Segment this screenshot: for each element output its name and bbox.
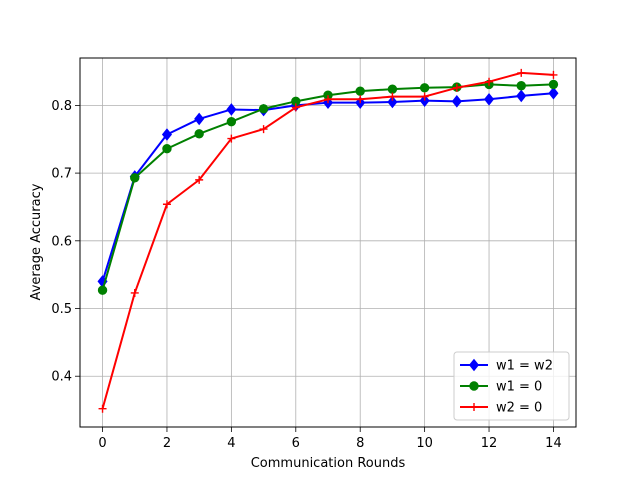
data-point-plus-marker <box>130 288 139 297</box>
plot-frame <box>79 57 577 428</box>
data-point-plus-marker <box>291 103 300 112</box>
series-3 <box>98 68 558 413</box>
data-point-plus-marker <box>162 200 171 209</box>
data-point-plus-marker <box>356 95 365 104</box>
data-point-diamond-marker <box>548 86 559 100</box>
data-point-circle-marker <box>355 86 365 96</box>
legend-label: w2 = 0 <box>496 401 542 416</box>
x-tick-label: 4 <box>227 436 235 451</box>
data-point-plus-marker <box>98 404 107 413</box>
data-point-diamond-marker <box>516 89 527 103</box>
data-point-plus-marker <box>324 95 332 104</box>
data-point-circle-marker <box>548 79 559 90</box>
data-point-circle-marker <box>162 144 172 154</box>
legend-diamond-marker <box>468 358 480 372</box>
data-point-plus-marker <box>227 134 236 143</box>
x-tick-label: 0 <box>98 436 106 451</box>
y-axis-label: Average Accuracy <box>29 183 44 300</box>
data-point-circle-marker <box>258 104 269 114</box>
legend-label: w1 = 0 <box>496 380 542 395</box>
data-point-diamond-marker <box>483 93 495 106</box>
data-point-circle-marker <box>194 129 204 139</box>
y-tick-label: 0.8 <box>51 99 72 114</box>
data-point-plus-marker <box>388 92 397 101</box>
data-point-circle-marker <box>387 84 398 94</box>
x-tick-label: 14 <box>545 436 562 451</box>
legend: w1 = w2 w1 = 0 w2 = 0 <box>453 351 570 421</box>
x-tick-label: 10 <box>416 436 433 451</box>
x-tick-label: 2 <box>163 436 171 451</box>
x-tick-label: 8 <box>356 436 364 451</box>
series-layer <box>97 68 559 413</box>
data-point-diamond-marker <box>451 95 462 108</box>
x-tick-label: 12 <box>481 436 498 451</box>
data-point-circle-marker <box>419 83 430 93</box>
data-point-plus-marker <box>420 92 429 101</box>
data-point-diamond-marker <box>387 95 398 109</box>
legend-plus-marker <box>470 403 478 411</box>
data-point-plus-marker <box>195 175 204 184</box>
y-tick-label: 0.7 <box>51 167 72 182</box>
x-tick-label: 6 <box>292 436 300 451</box>
y-tick-label: 0.6 <box>51 234 72 249</box>
data-point-plus-marker <box>452 83 461 92</box>
data-point-diamond-marker <box>419 94 430 107</box>
x-axis-label: Communication Rounds <box>251 456 406 471</box>
legend-label: w1 = w2 <box>496 359 553 374</box>
legend-item: w1 = 0 <box>460 380 542 395</box>
data-point-plus-marker <box>259 125 268 134</box>
legend-item: w2 = 0 <box>460 401 542 416</box>
y-tick-label: 0.4 <box>51 370 72 385</box>
y-tick-label: 0.5 <box>51 302 72 317</box>
data-point-diamond-marker <box>194 112 205 126</box>
legend-item: w1 = w2 <box>460 359 553 374</box>
data-point-circle-marker <box>130 173 140 183</box>
y-axis-ticks: 0.4 0.5 0.6 0.7 0.8 <box>51 99 80 385</box>
data-point-circle-marker <box>226 116 237 127</box>
data-point-diamond-marker <box>226 103 237 116</box>
legend-circle-marker <box>469 381 479 391</box>
data-point-circle-marker <box>516 81 526 91</box>
data-point-diamond-marker <box>161 128 173 141</box>
x-axis-ticks: 0 2 4 6 8 10 12 14 <box>98 427 562 451</box>
data-point-plus-marker <box>517 68 526 77</box>
data-point-circle-marker <box>97 285 108 295</box>
data-point-plus-marker <box>549 70 558 79</box>
legend-box <box>453 351 570 421</box>
data-point-plus-marker <box>485 77 494 86</box>
